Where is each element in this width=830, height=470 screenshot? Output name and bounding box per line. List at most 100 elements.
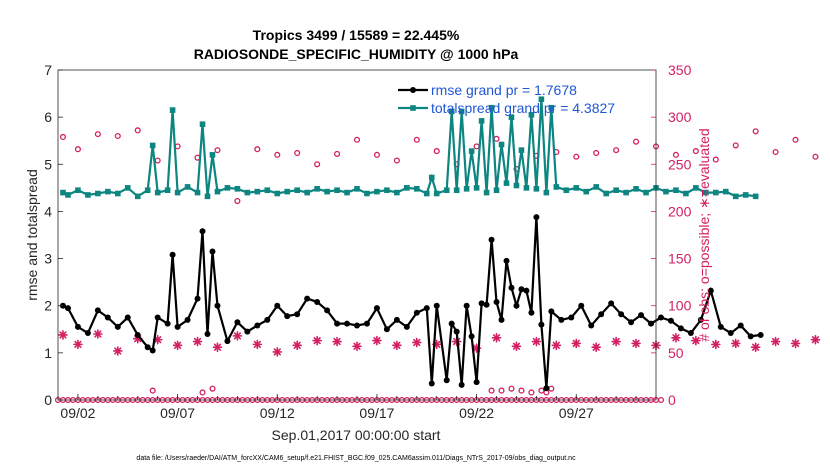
y-right-tick-label: 250 bbox=[668, 156, 692, 172]
rmse-marker bbox=[498, 316, 505, 323]
totalspread-marker bbox=[95, 190, 101, 197]
totalspread-marker bbox=[498, 141, 505, 148]
obs-evaluated-marker bbox=[292, 340, 303, 351]
rmse-marker bbox=[284, 313, 291, 320]
y-right-tick-label: 150 bbox=[668, 251, 692, 267]
totalspread-marker bbox=[224, 185, 231, 191]
rmse-marker bbox=[667, 317, 674, 324]
y-axis-left-label: rmse and totalspread bbox=[24, 169, 40, 301]
rmse-marker bbox=[209, 248, 216, 255]
rmse-marker bbox=[528, 309, 535, 316]
totalspread-marker bbox=[394, 189, 400, 196]
obs-zero-possible-marker bbox=[657, 396, 665, 404]
obs-evaluated-marker-stroke bbox=[393, 341, 401, 349]
totalspread-marker bbox=[543, 189, 550, 196]
totalspread-marker bbox=[234, 186, 241, 192]
y-left-tick-label: 6 bbox=[44, 109, 52, 125]
rmse-marker bbox=[334, 320, 341, 327]
rmse-marker bbox=[174, 323, 181, 330]
obs-secondary-possible-marker bbox=[538, 387, 545, 394]
totalspread-marker bbox=[453, 187, 460, 194]
obs-evaluated-marker-stroke bbox=[572, 339, 580, 348]
obs-evaluated-marker-stroke bbox=[114, 347, 122, 355]
obs-possible-marker bbox=[214, 147, 221, 154]
obs-evaluated-marker-stroke bbox=[492, 334, 501, 342]
obs-evaluated-marker-stroke bbox=[672, 334, 680, 342]
obs-evaluated-marker-stroke bbox=[293, 341, 301, 349]
totalspread-marker bbox=[85, 192, 91, 198]
totalspread-marker bbox=[463, 186, 470, 192]
obs-possible-marker bbox=[672, 151, 679, 158]
rmse-marker bbox=[588, 322, 595, 329]
rmse-marker bbox=[294, 311, 301, 318]
rmse-marker bbox=[448, 320, 455, 327]
totalspread-marker bbox=[593, 184, 599, 190]
obs-evaluated-marker-stroke bbox=[154, 336, 162, 344]
totalspread-marker bbox=[184, 184, 191, 190]
totalspread-marker bbox=[304, 189, 310, 196]
totalspread-marker bbox=[423, 190, 430, 197]
totalspread-marker bbox=[673, 187, 679, 194]
totalspread-marker bbox=[324, 188, 330, 195]
rmse-marker bbox=[169, 251, 176, 258]
rmse-marker bbox=[558, 316, 565, 323]
x-tick-label: 09/27 bbox=[559, 405, 594, 421]
rmse-marker bbox=[707, 287, 714, 294]
obs-evaluated-marker-stroke bbox=[74, 340, 82, 348]
rmse-marker bbox=[578, 302, 585, 309]
rmse-marker bbox=[354, 322, 360, 329]
totalspread-marker bbox=[174, 189, 181, 196]
totalspread-marker bbox=[428, 174, 435, 181]
rmse-marker bbox=[274, 302, 281, 309]
rmse-marker bbox=[687, 330, 694, 337]
obs-possible-marker bbox=[692, 148, 699, 155]
totalspread-marker bbox=[523, 185, 530, 191]
totalspread-marker bbox=[563, 187, 570, 194]
legend-marker-rmse bbox=[410, 87, 416, 93]
y-right-tick-label: 350 bbox=[668, 62, 692, 78]
rmse-marker bbox=[483, 301, 490, 308]
totalspread-marker bbox=[115, 190, 121, 197]
rmse-marker bbox=[114, 323, 121, 330]
obs-evaluated-marker bbox=[511, 341, 522, 352]
totalspread-marker bbox=[194, 189, 201, 196]
obs-evaluated-marker bbox=[372, 335, 382, 346]
obs-evaluated-marker bbox=[352, 341, 362, 352]
x-tick-label: 09/07 bbox=[160, 405, 195, 421]
rmse-marker bbox=[757, 331, 764, 338]
obs-possible-marker bbox=[812, 153, 819, 160]
obs-secondary-possible-marker bbox=[498, 387, 505, 394]
obs-evaluated-marker bbox=[551, 340, 562, 351]
totalspread-marker bbox=[274, 190, 281, 197]
obs-secondary-possible-marker bbox=[209, 385, 216, 392]
totalspread-marker bbox=[214, 188, 221, 195]
obs-evaluated-marker bbox=[750, 342, 761, 353]
obs-secondary-possible-marker bbox=[199, 389, 206, 396]
obs-possible-marker bbox=[274, 151, 281, 158]
legend-label-rmse: rmse grand pr = 1.7678 bbox=[431, 82, 577, 98]
obs-evaluated-marker bbox=[152, 334, 163, 345]
obs-possible-marker bbox=[74, 146, 81, 153]
obs-evaluated-marker-stroke bbox=[532, 337, 541, 346]
totalspread-marker bbox=[493, 187, 500, 194]
rmse-marker bbox=[428, 380, 435, 387]
y-right-tick-label: 0 bbox=[668, 392, 676, 408]
totalspread-marker bbox=[199, 121, 206, 128]
y-left-tick-label: 7 bbox=[44, 62, 52, 78]
obs-evaluated-marker bbox=[770, 336, 781, 347]
rmse-marker bbox=[533, 214, 540, 221]
obs-evaluated-marker-stroke bbox=[333, 337, 341, 346]
obs-evaluated-marker bbox=[172, 340, 183, 351]
chart-title-line2: RADIOSONDE_SPECIFIC_HUMIDITY @ 1000 hPa bbox=[194, 46, 519, 62]
obs-evaluated-marker-stroke bbox=[752, 343, 760, 351]
obs-evaluated-marker-stroke bbox=[632, 339, 640, 348]
totalspread-marker bbox=[344, 189, 350, 196]
totalspread-marker bbox=[264, 187, 271, 194]
obs-evaluated-marker bbox=[730, 338, 741, 349]
obs-evaluated-marker-stroke bbox=[59, 331, 67, 339]
obs-evaluated-marker bbox=[671, 332, 681, 343]
totalspread-marker bbox=[284, 188, 291, 195]
totalspread-marker bbox=[443, 187, 450, 194]
totalspread-marker bbox=[354, 186, 360, 192]
